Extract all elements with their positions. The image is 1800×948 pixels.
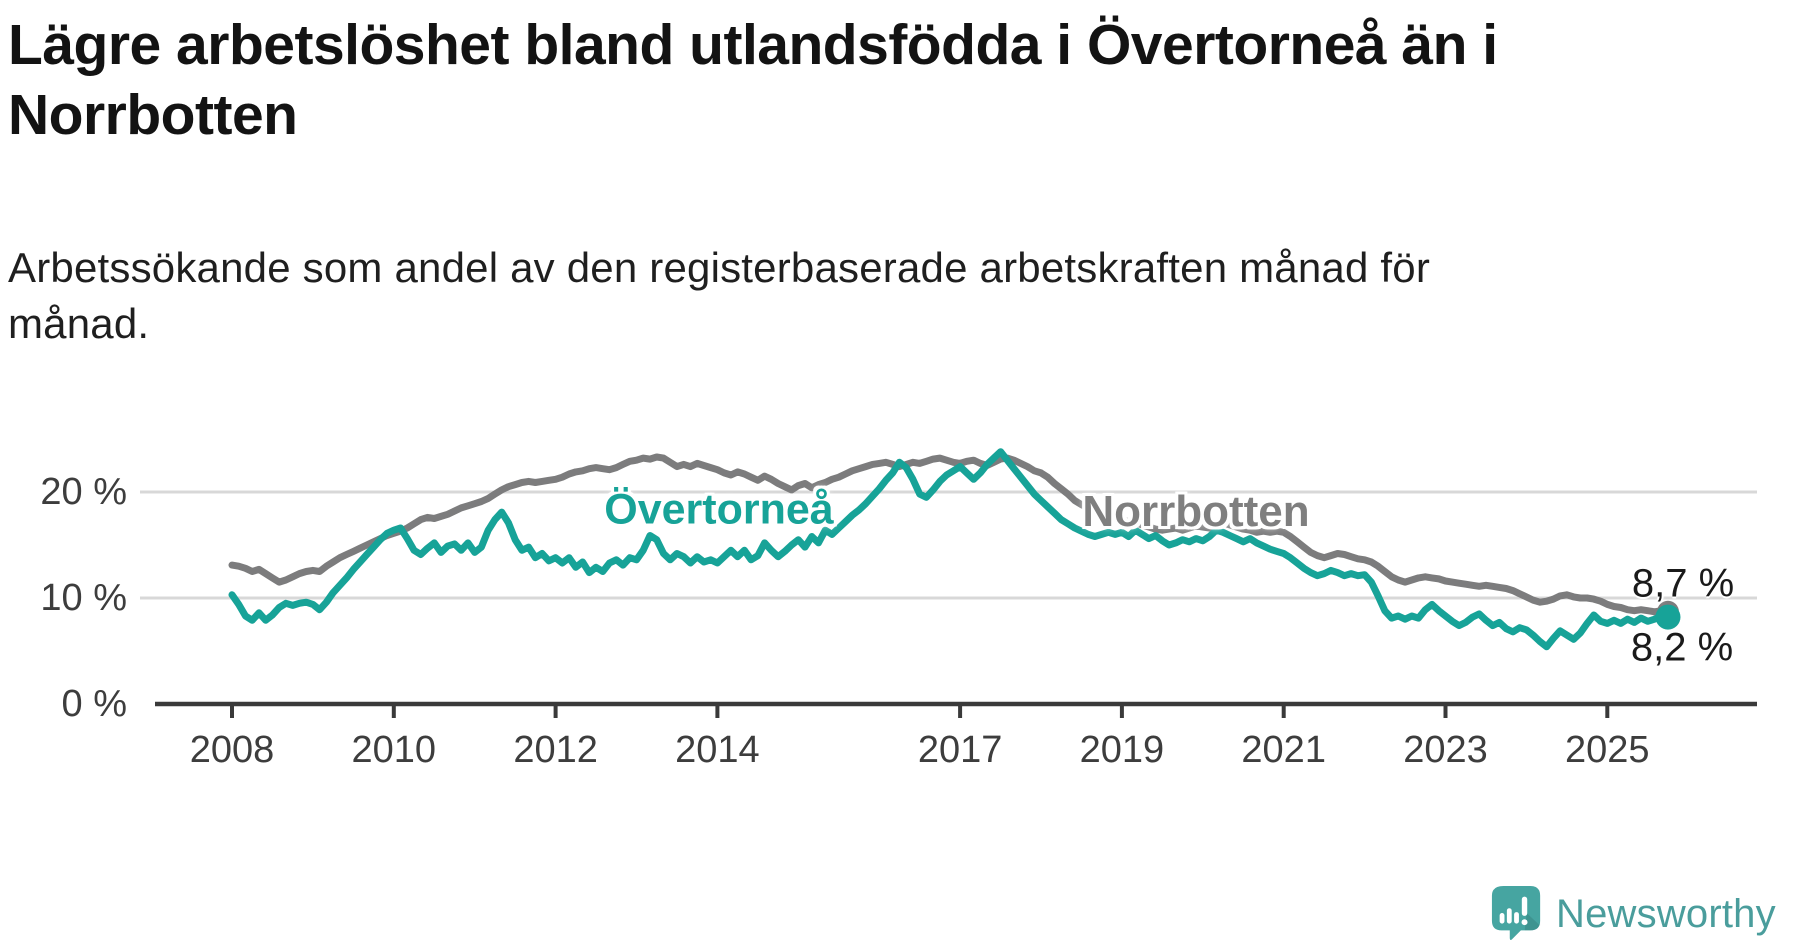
x-axis-label-2021: 2021 xyxy=(1241,729,1326,771)
series-label-overtornea: Övertorneå xyxy=(604,485,834,534)
end-value-norrbotten: 8,7 % xyxy=(1631,561,1735,606)
newsworthy-logo-text: Newsworthy xyxy=(1556,892,1776,936)
page-subtitle: Arbetssökande som andel av den registerb… xyxy=(8,244,1431,347)
end-value-overtornea: 8,2 % xyxy=(1630,625,1734,670)
overtornea-end-dot xyxy=(1655,604,1681,630)
x-axis-label-2017: 2017 xyxy=(917,729,1003,771)
x-axis-label-2008: 2008 xyxy=(189,729,275,771)
page-title: Lägre arbetslöshet bland utlandsfödda i … xyxy=(8,13,1498,147)
x-axis-label-2012: 2012 xyxy=(513,729,598,771)
norrbotten-line xyxy=(228,453,1672,616)
x-axis-label-2025: 2025 xyxy=(1565,729,1650,771)
x-axis-label-2019: 2019 xyxy=(1079,729,1165,771)
newsworthy-logo: Newsworthy xyxy=(1490,884,1776,944)
series-label-norrbotten: Norrbotten xyxy=(1082,487,1310,536)
x-axis-label-2023: 2023 xyxy=(1403,729,1488,771)
newsworthy-logo-icon xyxy=(1491,886,1541,940)
overtornea-line xyxy=(228,448,1672,651)
y-axis-label-10: 10 % xyxy=(40,577,127,619)
x-axis-label-2010: 2010 xyxy=(351,729,437,771)
x-axis-label-2014: 2014 xyxy=(675,729,760,771)
y-axis-label-0: 0 % xyxy=(61,683,127,725)
y-axis-label-20: 20 % xyxy=(40,471,127,513)
